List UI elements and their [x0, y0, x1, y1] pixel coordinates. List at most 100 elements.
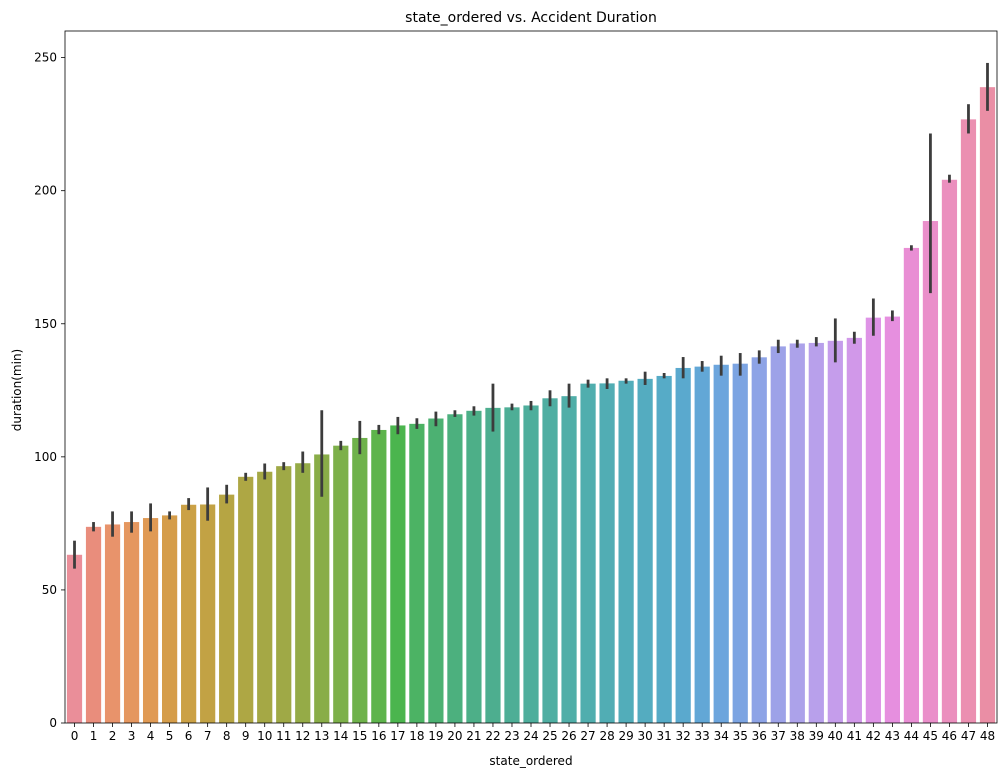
x-tick-label-11: 11 — [276, 729, 291, 743]
x-tick-label-47: 47 — [961, 729, 976, 743]
x-tick-label-31: 31 — [657, 729, 672, 743]
x-tick-label-33: 33 — [695, 729, 710, 743]
chart-title: state_ordered vs. Accident Duration — [405, 10, 657, 26]
x-tick-label-23: 23 — [504, 729, 519, 743]
bar-14 — [333, 445, 349, 723]
x-tick-label-21: 21 — [466, 729, 481, 743]
x-tick-label-22: 22 — [485, 729, 500, 743]
bar-27 — [580, 383, 596, 723]
bar-40 — [827, 340, 843, 723]
bar-46 — [941, 179, 958, 723]
bar-29 — [618, 380, 634, 723]
x-tick-label-13: 13 — [314, 729, 329, 743]
x-tick-label-34: 34 — [714, 729, 729, 743]
bar-15 — [352, 437, 368, 723]
y-axis: 0 50 100 150 200 250 — [34, 51, 65, 730]
x-tick-label-10: 10 — [257, 729, 272, 743]
bar-36 — [751, 357, 767, 723]
x-axis-label: state_ordered — [489, 754, 572, 768]
bar-13 — [314, 454, 330, 723]
bar-22 — [485, 407, 501, 723]
bar-28 — [599, 383, 615, 723]
x-tick-label-45: 45 — [923, 729, 938, 743]
y-tick-label-0: 0 — [49, 716, 57, 730]
bar-19 — [428, 418, 444, 723]
x-tick-label-40: 40 — [828, 729, 843, 743]
x-tick-label-14: 14 — [333, 729, 348, 743]
x-tick-label-32: 32 — [676, 729, 691, 743]
x-tick-label-43: 43 — [885, 729, 900, 743]
x-tick-label-0: 0 — [71, 729, 79, 743]
bar-3 — [123, 522, 140, 723]
bar-5 — [162, 515, 178, 723]
x-tick-label-2: 2 — [109, 729, 117, 743]
x-tick-label-19: 19 — [428, 729, 443, 743]
bar-16 — [371, 429, 387, 723]
y-tick-label-200: 200 — [34, 184, 57, 198]
x-tick-label-18: 18 — [409, 729, 424, 743]
x-tick-label-42: 42 — [866, 729, 881, 743]
bar-47 — [960, 119, 977, 723]
x-tick-label-24: 24 — [523, 729, 538, 743]
bar-35 — [732, 363, 748, 723]
x-axis: 0 1 2 3 4 5 6 7 8 9 10 11 12 13 14 15 16 17 18 19 20 21 22 23 24… — [71, 723, 995, 743]
bar-25 — [542, 398, 558, 723]
bar-37 — [770, 346, 786, 723]
bar-4 — [142, 518, 159, 723]
bar-31 — [656, 375, 672, 723]
y-tick-label-100: 100 — [34, 450, 57, 464]
x-tick-label-7: 7 — [204, 729, 212, 743]
bar-43 — [884, 316, 900, 723]
x-tick-label-3: 3 — [128, 729, 136, 743]
error-bars-layer — [73, 62, 989, 569]
bar-6 — [181, 504, 197, 723]
bars-layer — [66, 87, 996, 724]
x-tick-label-30: 30 — [637, 729, 652, 743]
x-tick-label-27: 27 — [580, 729, 595, 743]
bar-45 — [922, 221, 939, 723]
bar-20 — [447, 414, 463, 723]
x-tick-label-39: 39 — [809, 729, 824, 743]
bar-21 — [466, 410, 482, 723]
x-tick-label-25: 25 — [542, 729, 557, 743]
bar-41 — [846, 337, 862, 723]
x-tick-label-35: 35 — [733, 729, 748, 743]
y-tick-label-150: 150 — [34, 317, 57, 331]
bar-23 — [504, 407, 520, 723]
plot-frame — [64, 30, 998, 724]
bar-1 — [85, 526, 102, 723]
bar-30 — [637, 378, 653, 723]
x-tick-label-16: 16 — [371, 729, 386, 743]
x-tick-label-17: 17 — [390, 729, 405, 743]
x-tick-label-36: 36 — [752, 729, 767, 743]
x-tick-label-6: 6 — [185, 729, 193, 743]
bar-26 — [561, 396, 577, 723]
bar-18 — [409, 423, 425, 723]
bar-39 — [808, 342, 824, 723]
x-tick-label-29: 29 — [618, 729, 633, 743]
x-tick-label-12: 12 — [295, 729, 310, 743]
bar-42 — [865, 317, 881, 723]
x-tick-label-20: 20 — [447, 729, 462, 743]
bar-48 — [979, 87, 996, 724]
x-tick-label-5: 5 — [166, 729, 174, 743]
bar-2 — [104, 524, 121, 723]
x-tick-label-46: 46 — [942, 729, 957, 743]
bar-7 — [200, 504, 216, 723]
bar-11 — [276, 466, 292, 723]
bar-33 — [694, 366, 710, 723]
x-tick-label-9: 9 — [242, 729, 250, 743]
bar-38 — [789, 343, 805, 723]
bar-8 — [219, 494, 235, 723]
x-tick-label-37: 37 — [771, 729, 786, 743]
x-tick-label-28: 28 — [599, 729, 614, 743]
x-tick-label-4: 4 — [147, 729, 155, 743]
x-tick-label-48: 48 — [980, 729, 995, 743]
bar-17 — [390, 425, 406, 723]
x-tick-label-26: 26 — [561, 729, 576, 743]
bar-34 — [713, 364, 729, 723]
x-tick-label-1: 1 — [90, 729, 98, 743]
y-axis-label: duration(min) — [10, 349, 24, 432]
